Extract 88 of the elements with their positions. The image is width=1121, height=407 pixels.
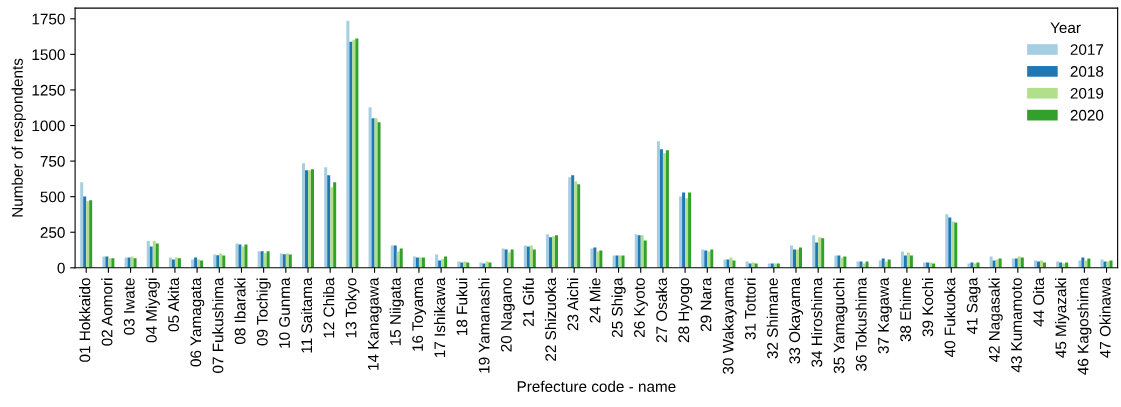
x-tick-label: 40 Fukuoka [944,277,956,358]
x-tick-label: 38 Ehime [899,278,912,342]
x-tick-label: 35 Yamaguchi [833,278,848,374]
x-axis-title: Prefecture code - name [517,380,676,392]
bar [643,240,647,268]
x-tick-label: 19 Yamanashi [478,278,490,373]
bar [688,192,692,268]
x-tick-label: 31 Tottori [744,278,756,340]
x-tick-label: 22 Shizuoka [544,277,557,361]
y-axis-title: Number of respondents [11,58,26,217]
x-tick-label: 30 Wakayama [722,277,737,375]
bar [377,122,381,268]
x-tick-label: 42 Nagasaki [988,278,1003,363]
x-tick-label: 39 Kochi [921,278,934,337]
x-tick-label: 46 Kagoshima [1077,277,1092,375]
legend-label: 2018 [1070,66,1104,77]
x-tick-label: 36 Tokushima [855,277,867,371]
x-tick-label: 02 Aomori [101,278,113,346]
x-tick-label: 05 Akita [167,277,180,332]
bar [83,196,87,268]
bar [146,241,150,268]
bar [812,235,816,268]
bar [80,182,84,268]
x-tick-label: 10 Gunma [279,277,290,348]
x-tick-label: 18 Fukui [456,278,468,335]
x-tick-label: 08 Ibaraki [234,278,246,345]
x-tick-label: 26 Kyoto [634,278,648,338]
x-tick-label: 20 Nagano [500,278,515,352]
legend-label: 2020 [1070,109,1104,121]
x-tick-label: 34 Hiroshima [811,277,823,367]
y-tick-label: 500 [40,191,65,203]
y-tick-label: 1750 [32,13,65,25]
x-tick-label: 28 Hyogo [678,278,693,343]
y-tick-label: 750 [40,155,65,167]
bar [330,187,334,268]
x-tick-label: 45 Miyazaki [1055,278,1070,358]
bar [989,256,993,268]
x-tick-label: 25 Shiga [611,277,626,338]
bar [682,192,686,268]
bar [302,163,306,268]
x-tick-label: 23 Aichi [567,278,579,331]
x-tick-label: 37 Kagawa [878,277,892,354]
x-tick-label: 44 Oita [1032,277,1045,327]
bar [346,20,350,268]
x-tick-label: 41 Saga [966,277,981,335]
legend-title: Year [1050,22,1081,34]
bar [815,242,819,268]
x-tick-label: 11 Saitama [300,277,313,353]
bar [656,141,660,268]
bar [685,198,689,268]
x-tick-label: 13 Tokyo [345,278,360,338]
legend-label: 2017 [1070,44,1104,55]
y-tick-label: 0 [57,262,65,274]
bar [679,196,683,268]
bar [900,251,904,268]
bar [149,246,153,268]
bar [435,254,439,268]
x-tick-label: 21 Gifu [522,278,534,327]
x-tick-label: 27 Osaka [655,277,668,343]
x-tick-label: 07 Fukushima [212,277,224,373]
x-tick-label: 29 Nara [700,277,712,332]
bar [532,249,536,268]
x-tick-label: 32 Shimane [766,278,778,359]
x-tick-label: 09 Tochigi [256,278,271,346]
bar [368,107,372,268]
x-tick-label: 15 Niigata [389,277,404,346]
x-tick-label: 17 Ishikawa [433,277,446,358]
legend-label: 2019 [1070,87,1104,99]
bar [659,149,663,268]
bar [327,175,331,268]
x-tick-label: 16 Toyama [412,277,427,351]
x-tick-label: 47 Okinawa [1099,277,1111,358]
x-tick-label: 06 Yamagata [190,277,205,367]
x-tick-label: 14 Kanagawa [368,277,382,370]
y-tick-label: 1500 [32,49,65,61]
x-tick-label: 24 Mie [589,278,601,323]
x-tick-label: 04 Miyagi [145,278,160,343]
bar [790,245,794,268]
bar [333,182,337,268]
x-tick-label: 43 Kumamoto [1011,278,1022,373]
x-tick-label: 03 Iwate [123,278,135,335]
y-tick-label: 1000 [32,120,65,132]
bar [324,167,328,268]
y-tick-label: 250 [40,227,65,238]
x-tick-label: 12 Chiba [323,277,335,338]
x-tick-label: 01 Hokkaido [79,278,91,362]
x-tick-label: 33 Okayama [788,277,804,364]
y-tick-label: 1250 [32,84,65,96]
